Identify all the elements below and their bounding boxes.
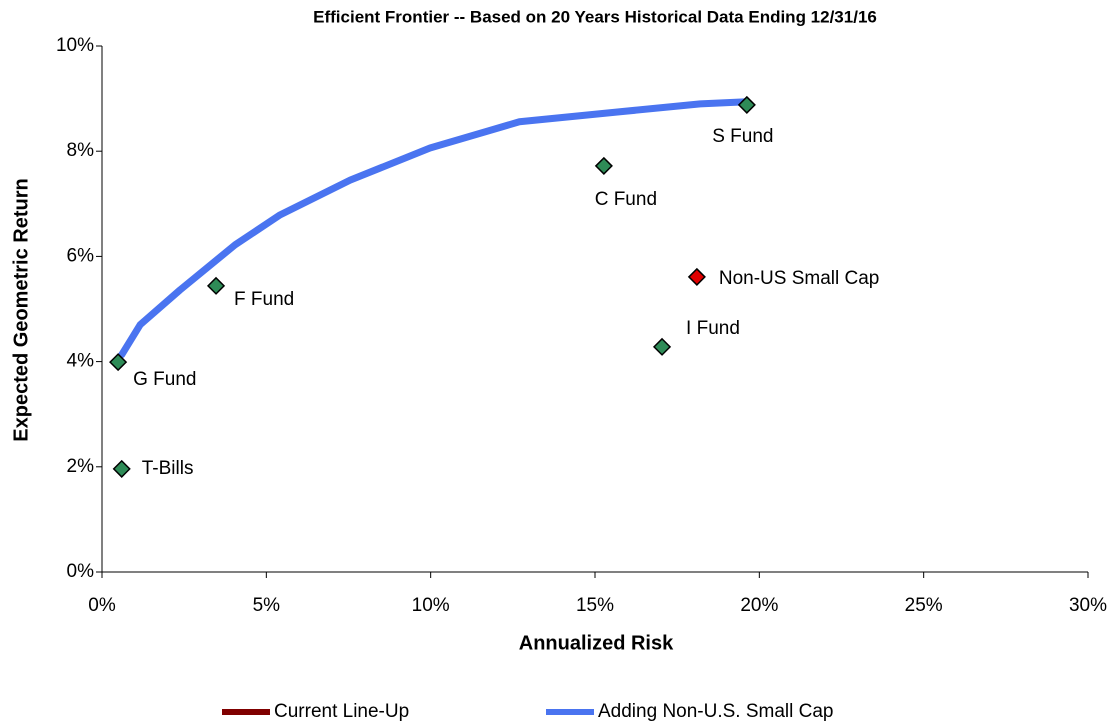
data-point <box>687 267 706 286</box>
data-point <box>652 337 672 356</box>
y-axis-title: Expected Geometric Return <box>10 178 32 441</box>
x-axis-title: Annualized Risk <box>519 632 674 654</box>
x-tick-label: 10% <box>412 595 450 616</box>
data-point <box>594 156 613 175</box>
data-point <box>112 459 131 478</box>
frontier-line <box>118 98 751 359</box>
y-tick-label: 8% <box>67 140 95 161</box>
x-tick-label: 15% <box>576 595 614 616</box>
data-point <box>206 276 226 295</box>
point-label: T-Bills <box>142 458 194 479</box>
point-label: C Fund <box>595 189 657 210</box>
x-tick-label: 30% <box>1069 595 1107 616</box>
point-label: F Fund <box>234 289 294 310</box>
x-tick-label: 20% <box>740 595 778 616</box>
x-tick-label: 0% <box>88 595 116 616</box>
point-label: I Fund <box>686 318 740 339</box>
y-tick-label: 0% <box>67 561 95 582</box>
data-point <box>737 95 756 114</box>
legend-label: Current Line-Up <box>274 701 409 722</box>
legend-label: Adding Non-U.S. Small Cap <box>598 701 834 722</box>
point-label: S Fund <box>712 126 773 147</box>
chart-title: Efficient Frontier -- Based on 20 Years … <box>313 7 877 26</box>
y-tick-label: 6% <box>67 245 95 266</box>
x-tick-label: 5% <box>253 595 281 616</box>
y-tick-label: 4% <box>67 351 95 372</box>
data-point <box>109 353 128 372</box>
y-tick-label: 10% <box>56 35 94 56</box>
x-tick-label: 25% <box>905 595 943 616</box>
point-label: Non-US Small Cap <box>719 268 880 289</box>
point-label: G Fund <box>133 369 196 390</box>
y-tick-label: 2% <box>67 456 95 477</box>
